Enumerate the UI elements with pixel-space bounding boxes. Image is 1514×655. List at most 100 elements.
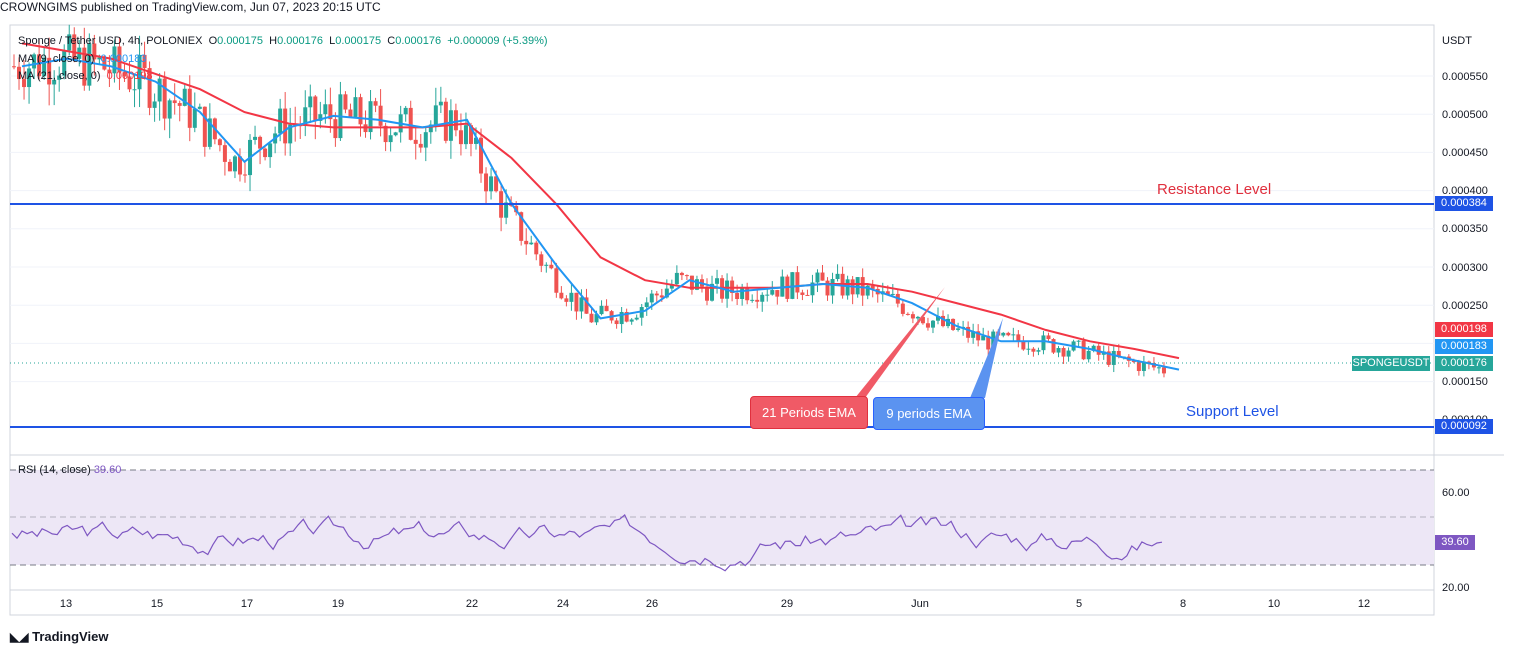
ema21-pointer xyxy=(855,287,945,398)
candle-body xyxy=(298,125,303,127)
tradingview-brand: TradingView xyxy=(32,629,109,644)
legend-ma21[interactable]: MA (21, close, 0) 0.000198 xyxy=(18,70,153,82)
ma9-price-tag: 0.000183 xyxy=(1435,339,1493,354)
candle-body xyxy=(956,328,961,330)
candle-body xyxy=(27,68,32,88)
price-tick: 0.000250 xyxy=(1442,300,1488,312)
legend-ma9[interactable]: MA (9, close, 0) 0.000183 xyxy=(18,53,146,65)
candle-body xyxy=(790,272,795,299)
candle-body xyxy=(765,294,770,296)
candle-body xyxy=(649,293,654,303)
candle-body xyxy=(755,299,760,302)
candle-body xyxy=(860,277,865,296)
candle-body xyxy=(72,34,77,59)
candle-body xyxy=(710,283,715,301)
candle-body xyxy=(22,79,27,88)
candle-body xyxy=(1041,335,1046,351)
candle-body xyxy=(1051,339,1056,353)
candle-body xyxy=(408,107,413,140)
candle-body xyxy=(217,139,222,146)
price-tick: 0.000150 xyxy=(1442,376,1488,388)
candle-body xyxy=(1111,350,1116,365)
candle-body xyxy=(182,88,187,106)
candle-body xyxy=(669,284,674,289)
open-label: O xyxy=(208,35,218,47)
candle-body xyxy=(423,132,428,148)
candle-body xyxy=(403,107,408,115)
candle-body xyxy=(172,100,177,104)
tradingview-logo[interactable]: ◣◢ TradingView xyxy=(10,629,108,644)
candle-body xyxy=(770,290,775,295)
candle-body xyxy=(684,275,689,277)
ema9-callout[interactable]: 9 periods EMA xyxy=(873,397,985,430)
candle-body xyxy=(805,294,810,296)
candle-body xyxy=(925,323,930,328)
time-tick: 19 xyxy=(331,598,345,610)
candle-body xyxy=(885,291,890,295)
candle-body xyxy=(820,272,825,281)
candle-body xyxy=(463,125,468,145)
candle-body xyxy=(147,68,152,108)
candle-body xyxy=(1066,350,1071,357)
candle-body xyxy=(679,272,684,276)
ma21-line xyxy=(21,42,1180,360)
change-value: +0.000009 (+5.39%) xyxy=(447,35,548,47)
candle-body xyxy=(1006,332,1011,336)
candle-body xyxy=(971,331,976,338)
candle-body xyxy=(474,137,478,144)
candle-body xyxy=(619,311,624,325)
candle-body xyxy=(750,299,755,301)
rsi-legend[interactable]: RSI (14, close) 39.60 xyxy=(18,464,121,476)
candle-body xyxy=(333,119,338,139)
candle-body xyxy=(343,94,348,110)
time-tick: 22 xyxy=(465,598,479,610)
candle-body xyxy=(1056,348,1061,353)
candle-body xyxy=(941,315,946,327)
candle-body xyxy=(393,132,398,136)
candle-body xyxy=(589,313,594,323)
candle-body xyxy=(318,114,323,121)
publisher-text: CROWNGIMS published on TradingView.com, … xyxy=(0,0,381,14)
rsi-value: 39.60 xyxy=(93,464,122,476)
candle-body xyxy=(323,104,328,115)
candle-body xyxy=(137,54,142,90)
legend-ohlc: Sponge / Tether USD, 4h, POLONIEX O0.000… xyxy=(18,35,548,47)
candle-body xyxy=(368,101,373,133)
candle-body xyxy=(1061,348,1066,357)
candle-body xyxy=(1036,350,1041,352)
candle-body xyxy=(604,305,609,312)
resistance-price-tag: 0.000384 xyxy=(1435,196,1493,211)
candle-body xyxy=(584,297,589,314)
candle-body xyxy=(157,78,162,102)
candle-body xyxy=(539,254,544,266)
candle-body xyxy=(468,125,473,144)
time-tick: Jun xyxy=(911,598,929,610)
candle-body xyxy=(574,292,579,312)
candle-body xyxy=(835,273,840,280)
candle-body xyxy=(122,72,127,77)
candle-body xyxy=(519,212,524,241)
time-tick: 10 xyxy=(1267,598,1281,610)
candle-body xyxy=(348,109,353,117)
candle-body xyxy=(102,57,107,70)
candle-body xyxy=(197,106,202,109)
candle-body xyxy=(237,156,242,175)
price-tick: 0.000350 xyxy=(1442,223,1488,235)
candle-body xyxy=(991,331,996,350)
candle-body xyxy=(1131,360,1136,363)
candle-body xyxy=(930,320,935,328)
candle-body xyxy=(52,79,57,85)
price-tick: 0.000500 xyxy=(1442,109,1488,121)
candle-body xyxy=(745,287,750,301)
candle-body xyxy=(544,264,549,266)
candle-body xyxy=(42,57,47,77)
candle-body xyxy=(388,135,393,143)
rsi-label: RSI (14, close) xyxy=(18,464,91,476)
candle-body xyxy=(504,202,509,218)
time-tick: 17 xyxy=(240,598,254,610)
candle-body xyxy=(207,118,212,147)
high-value: 0.000176 xyxy=(277,35,323,47)
ema21-callout[interactable]: 21 Periods EMA xyxy=(750,396,868,429)
candle-body xyxy=(1031,348,1036,352)
